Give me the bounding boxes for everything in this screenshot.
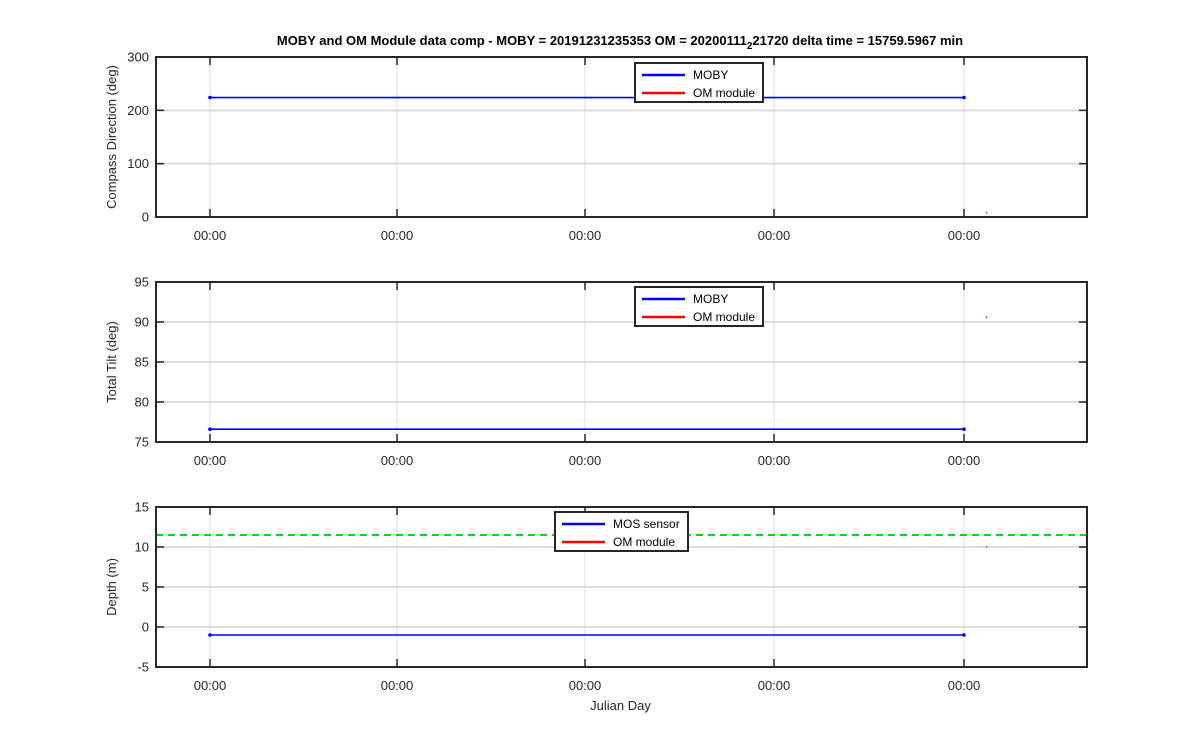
y-axis-label: Total Tilt (deg) — [104, 321, 119, 403]
x-tick-label: 00:00 — [948, 453, 981, 468]
x-tick-label: 00:00 — [758, 228, 791, 243]
y-tick-label: 200 — [127, 103, 149, 118]
y-tick-label: 100 — [127, 156, 149, 171]
x-tick-label: 00:00 — [948, 678, 981, 693]
axes-frame — [155, 281, 1088, 443]
data-point — [985, 546, 988, 548]
x-tick-label: 00:00 — [381, 228, 414, 243]
y-axis-label: Depth (m) — [104, 558, 119, 616]
figure-title-subscript: 2 — [747, 41, 753, 52]
legend-entry: OM module — [693, 86, 755, 100]
data-point — [962, 427, 966, 432]
panel-3: -5 0 5 10 15 00:00 00:00 00:00 00:00 00:00 Depth (… — [104, 500, 1088, 713]
y-tick-label: 15 — [135, 500, 149, 515]
y-tick-label: 0 — [142, 210, 149, 225]
legend-box — [634, 62, 764, 103]
x-tick-label: 00:00 — [194, 678, 227, 693]
x-tick-label: 00:00 — [758, 678, 791, 693]
x-tick-label: 00:00 — [758, 453, 791, 468]
panel-1: 0 100 200 300 00:00 00:00 00:00 00:00 00:00 Compa… — [104, 50, 1088, 243]
legend-box — [634, 286, 764, 327]
x-axis-label: Julian Day — [590, 698, 651, 713]
y-tick-label: 90 — [135, 315, 149, 330]
x-tick-label: 00:00 — [194, 228, 227, 243]
x-tick-label: 00:00 — [569, 453, 602, 468]
legend: MOBY OM module — [634, 62, 764, 103]
legend-entry: MOBY — [693, 292, 728, 306]
figure-title-main: MOBY and OM Module data comp - MOBY = 20… — [277, 33, 747, 48]
data-point — [985, 211, 988, 214]
y-tick-label: 0 — [142, 620, 149, 635]
legend-entry: MOS sensor — [613, 517, 680, 531]
figure-title: MOBY and OM Module data comp - MOBY = 20… — [277, 33, 963, 52]
x-tick-label: 00:00 — [381, 678, 414, 693]
data-point — [962, 95, 966, 100]
data-point — [208, 427, 212, 432]
data-point — [985, 316, 988, 319]
y-tick-label: -5 — [137, 660, 149, 675]
axes-frame — [155, 506, 1088, 668]
data-point — [208, 633, 212, 637]
legend-entry: OM module — [693, 310, 755, 324]
x-tick-label: 00:00 — [569, 678, 602, 693]
y-tick-label: 10 — [135, 540, 149, 555]
y-tick-label: 300 — [127, 50, 149, 65]
y-tick-label: 85 — [135, 355, 149, 370]
x-tick-label: 00:00 — [381, 453, 414, 468]
y-tick-label: 95 — [135, 275, 149, 290]
plot-area — [156, 57, 1087, 217]
data-point — [208, 95, 212, 100]
axes-frame — [155, 56, 1088, 218]
figure-title-tail: 21720 delta time = 15759.5967 min — [752, 33, 963, 48]
legend-entry: OM module — [613, 535, 675, 549]
legend-entry: MOBY — [693, 68, 728, 82]
legend-box — [554, 511, 689, 552]
data-point — [962, 633, 966, 637]
y-axis-label: Compass Direction (deg) — [104, 65, 119, 209]
x-tick-label: 00:00 — [569, 228, 602, 243]
legend: MOS sensor OM module — [554, 511, 689, 552]
y-tick-label: 5 — [142, 580, 149, 595]
panel-2: 75 80 85 90 95 00:00 00:00 00:00 00:00 00:00 Total… — [104, 275, 1088, 468]
x-tick-label: 00:00 — [948, 228, 981, 243]
y-tick-label: 75 — [135, 435, 149, 450]
x-tick-label: 00:00 — [194, 453, 227, 468]
legend: MOBY OM module — [634, 286, 764, 327]
y-tick-label: 80 — [135, 395, 149, 410]
